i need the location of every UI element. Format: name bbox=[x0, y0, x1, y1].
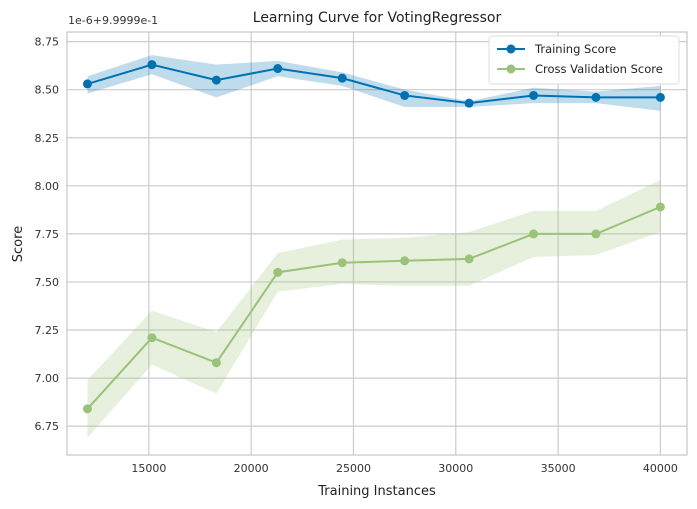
series-points bbox=[82, 60, 665, 414]
y-tick-label: 8.75 bbox=[35, 36, 60, 49]
y-axis-label: Score bbox=[11, 226, 26, 262]
y-tick-label: 7.25 bbox=[35, 324, 60, 337]
training-score-point bbox=[464, 98, 474, 108]
chart-title: Learning Curve for VotingRegressor bbox=[253, 10, 502, 26]
cross-validation-score-point bbox=[400, 256, 410, 266]
x-axis-label: Training Instances bbox=[317, 484, 436, 499]
cross-validation-score-point bbox=[147, 333, 157, 343]
cross-validation-score-point bbox=[337, 258, 347, 268]
legend: Training Score Cross Validation Score bbox=[488, 35, 680, 85]
training-score-point bbox=[591, 92, 601, 102]
plot-area-background bbox=[67, 32, 687, 455]
cross-validation-score-point bbox=[529, 229, 539, 239]
plot-area-frame bbox=[66, 31, 688, 456]
y-tick-labels: 6.75 7.00 7.25 7.50 7.75 8.00 8.25 8.50 8.75 bbox=[35, 36, 60, 434]
x-tick-label: 35000 bbox=[541, 462, 576, 475]
series-lines bbox=[86, 63, 661, 410]
y-tick-label: 6.75 bbox=[35, 420, 60, 433]
training-score-point bbox=[82, 79, 92, 89]
y-offset-label: 1e-6+9.9999e-1 bbox=[68, 14, 158, 27]
training-score-point bbox=[337, 73, 347, 83]
x-tick-label: 20000 bbox=[234, 462, 269, 475]
training-score-point bbox=[655, 92, 665, 102]
cross-validation-score-point bbox=[211, 358, 221, 368]
legend-box bbox=[488, 35, 680, 85]
cross-validation-score-point bbox=[273, 267, 283, 277]
cross-validation-score-point bbox=[82, 404, 92, 414]
cross-validation-score-point bbox=[464, 254, 474, 264]
cross-validation-score-point bbox=[655, 202, 665, 212]
training-score-line bbox=[87, 63, 661, 105]
y-tick-label: 7.00 bbox=[35, 372, 60, 385]
training-score-point bbox=[147, 60, 157, 70]
legend-swatch-cv-marker bbox=[506, 64, 516, 74]
training-score-point bbox=[529, 90, 539, 100]
x-tick-label: 40000 bbox=[643, 462, 678, 475]
cross-validation-score-band bbox=[87, 180, 661, 438]
x-tick-label: 30000 bbox=[438, 462, 473, 475]
legend-label-cross-validation: Cross Validation Score bbox=[535, 62, 663, 76]
legend-label-training: Training Score bbox=[534, 42, 616, 56]
training-score-point bbox=[211, 75, 221, 85]
y-tick-label: 8.50 bbox=[35, 84, 60, 97]
cross-validation-score-line bbox=[86, 206, 661, 410]
x-tick-labels: 15000 20000 25000 30000 35000 40000 bbox=[131, 462, 678, 475]
legend-swatch-training-marker bbox=[506, 44, 516, 54]
y-tick-label: 8.00 bbox=[35, 180, 60, 193]
cross-validation-score-point bbox=[591, 229, 601, 239]
x-tick-label: 15000 bbox=[131, 462, 166, 475]
training-score-point bbox=[400, 90, 410, 100]
y-tick-label: 8.25 bbox=[35, 132, 60, 145]
y-tick-label: 7.50 bbox=[35, 276, 60, 289]
y-tick-label: 7.75 bbox=[35, 228, 60, 241]
training-score-point bbox=[273, 64, 283, 74]
x-tick-label: 25000 bbox=[336, 462, 371, 475]
